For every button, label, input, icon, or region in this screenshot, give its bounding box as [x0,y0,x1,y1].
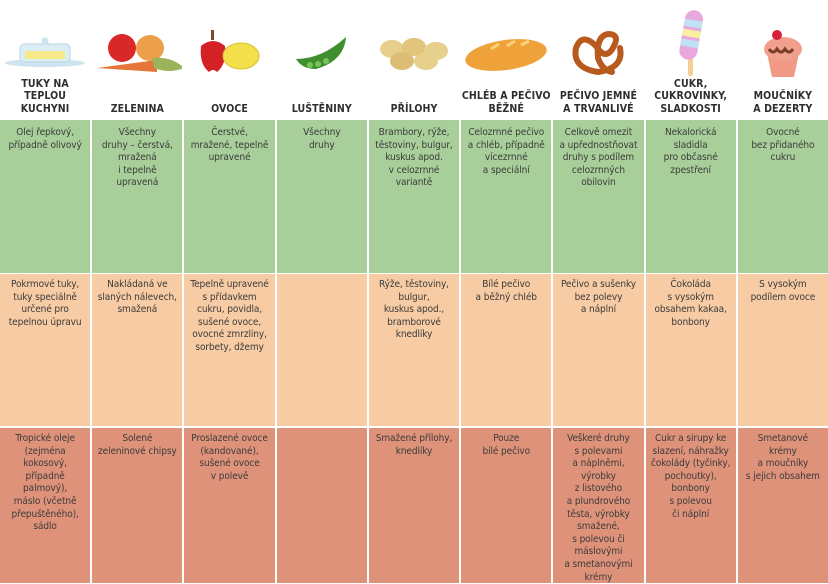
limited-cell [276,274,367,426]
limited-cell: Čokoláda s vysokým obsahem kakaa, bonbon… [645,274,736,426]
column-title: LUŠTĚNINY [291,102,352,115]
header-desserts: MOUČNÍKY A DEZERTY [737,0,828,122]
recommended-cell: Nekalorická sladidla pro občasné zpestře… [645,122,736,273]
limited-cell: Pečivo a sušenky bez polevy a náplní [553,274,644,426]
header-vegetables: ZELENINA [92,0,183,122]
limited-cell: Nakládaná ve slaných nálevech, smažená [92,274,183,426]
potatoes-icon [369,20,459,86]
bread-icon [461,20,551,86]
header-side-dishes: PŘÍLOHY [368,0,460,122]
header-bread: CHLÉB A PEČIVO BĚŽNÉ [461,0,552,122]
avoid-cell: Smetanové krémy a moučníky s jejich obsa… [737,428,828,583]
column-title: CHLÉB A PEČIVO BĚŽNÉ [461,90,551,115]
limited-cell: Bílé pečivo a běžný chléb [461,274,552,426]
header-fats: TUKY NA TEPLOU KUCHYNI [0,0,91,122]
recommended-cell: Celkově omezit a upřednostňovat druhy s … [553,122,644,273]
ice-pop-icon [646,8,736,78]
avoid-cell: Pouze bílé pečivo [461,428,552,583]
column-title: TUKY NA TEPLOU KUCHYNI [20,77,70,115]
avoid-cell: Smažené přílohy, knedlíky [368,428,460,583]
header-legumes: LUŠTĚNINY [276,0,367,122]
column-title: PEČIVO JEMNÉ A TRVANLIVÉ [559,90,638,115]
column-title: PŘÍLOHY [390,102,438,115]
vegetables-icon [92,20,183,86]
recommended-cell: Olej řepkový, případně olivový [0,122,91,273]
column-title: MOUČNÍKY A DEZERTY [753,90,813,115]
limited-cell: Tepelně upravené s přídavkem cukru, povi… [184,274,275,426]
recommended-cell: Celozrnné pečivo a chléb, případně vícez… [461,122,552,273]
pea-pod-icon [277,20,367,86]
recommended-cell: Všechny druhy [276,122,367,273]
avoid-cell: Solené zeleninové chipsy [92,428,183,583]
avoid-cell: Cukr a sirupy ke slazení, náhražky čokol… [645,428,736,583]
pretzel-icon [553,20,643,86]
header-sweets: CUKR, CUKROVINKY, SLADKOSTI [645,0,736,122]
recommended-cell: Brambory, rýže, těstoviny, bulgur, kusku… [368,122,460,273]
header-pastry: PEČIVO JEMNÉ A TRVANLIVÉ [553,0,644,122]
avoid-cell: Veškeré druhy s polevami a náplněmi, výr… [553,428,644,583]
limited-cell: S vysokým podílem ovoce [737,274,828,426]
column-title: OVOCE [211,102,248,115]
header-fruit: OVOCE [184,0,275,122]
butter-dish-icon [0,20,90,86]
fruit-icon [184,20,274,86]
cupcake-icon [738,20,828,86]
recommended-cell: Všechny druhy – čerstvá, mražená i tepel… [92,122,183,273]
recommended-cell: Ovocné bez přidaného cukru [737,122,828,273]
column-title: CUKR, CUKROVINKY, SLADKOSTI [654,77,728,115]
avoid-cell: Proslazené ovoce (kandované), sušené ovo… [184,428,275,583]
recommended-cell: Čerstvé, mražené, tepelně upravené [184,122,275,273]
avoid-cell [276,428,367,583]
avoid-cell: Tropické oleje (zejména kokosový, případ… [0,428,91,583]
column-title: ZELENINA [110,102,164,115]
limited-cell: Pokrmové tuky, tuky speciálně určené pro… [0,274,91,426]
limited-cell: Rýže, těstoviny, bulgur, kuskus apod., b… [368,274,460,426]
